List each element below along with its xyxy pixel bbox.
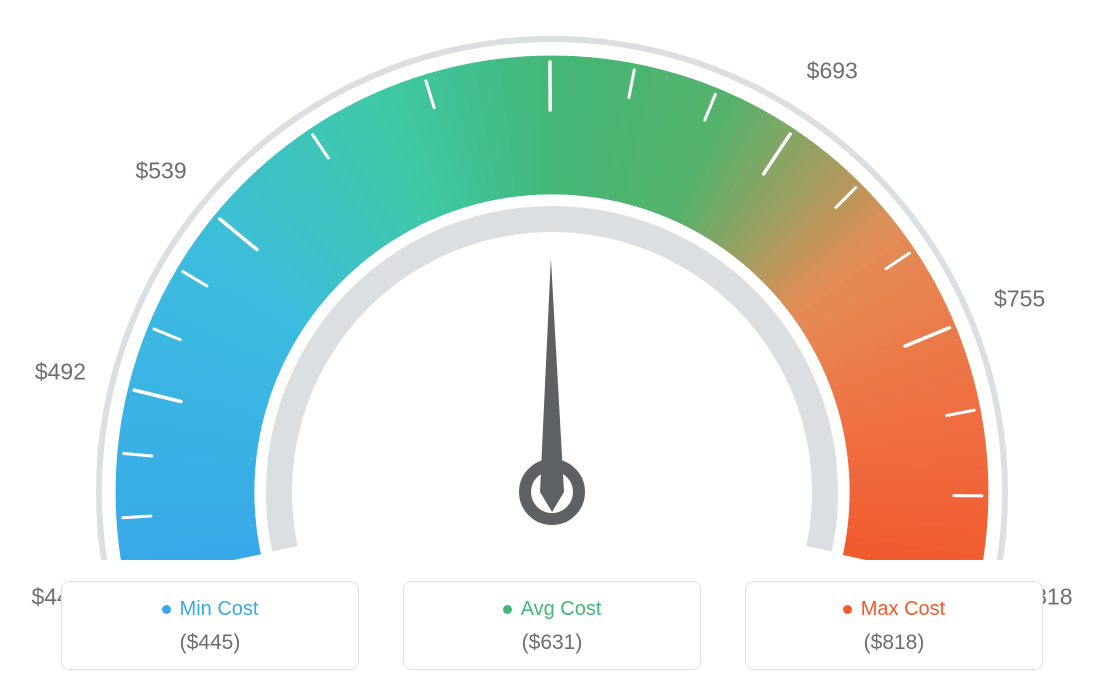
legend-row: Min Cost ($445) Avg Cost ($631) Max Cost…: [0, 581, 1104, 670]
gauge-tick-label: $755: [994, 285, 1045, 312]
dot-icon: [503, 605, 512, 614]
legend-title-min: Min Cost: [162, 598, 259, 621]
legend-value: ($818): [746, 631, 1042, 655]
gauge-chart: $445$492$539$631$693$755$818: [0, 0, 1104, 560]
legend-label: Min Cost: [180, 598, 259, 621]
legend-value: ($445): [62, 631, 358, 655]
dot-icon: [162, 605, 171, 614]
legend-card-min: Min Cost ($445): [61, 581, 359, 670]
gauge-tick-label: $539: [135, 157, 186, 184]
dot-icon: [843, 605, 852, 614]
legend-title-avg: Avg Cost: [503, 598, 602, 621]
gauge-tick-label: $693: [807, 57, 858, 84]
gauge-svg: [0, 0, 1104, 560]
legend-label: Avg Cost: [521, 598, 602, 621]
legend-card-max: Max Cost ($818): [745, 581, 1043, 670]
legend-label: Max Cost: [861, 598, 945, 621]
legend-value: ($631): [404, 631, 700, 655]
legend-title-max: Max Cost: [843, 598, 945, 621]
legend-card-avg: Avg Cost ($631): [403, 581, 701, 670]
gauge-tick-label: $492: [35, 359, 86, 386]
